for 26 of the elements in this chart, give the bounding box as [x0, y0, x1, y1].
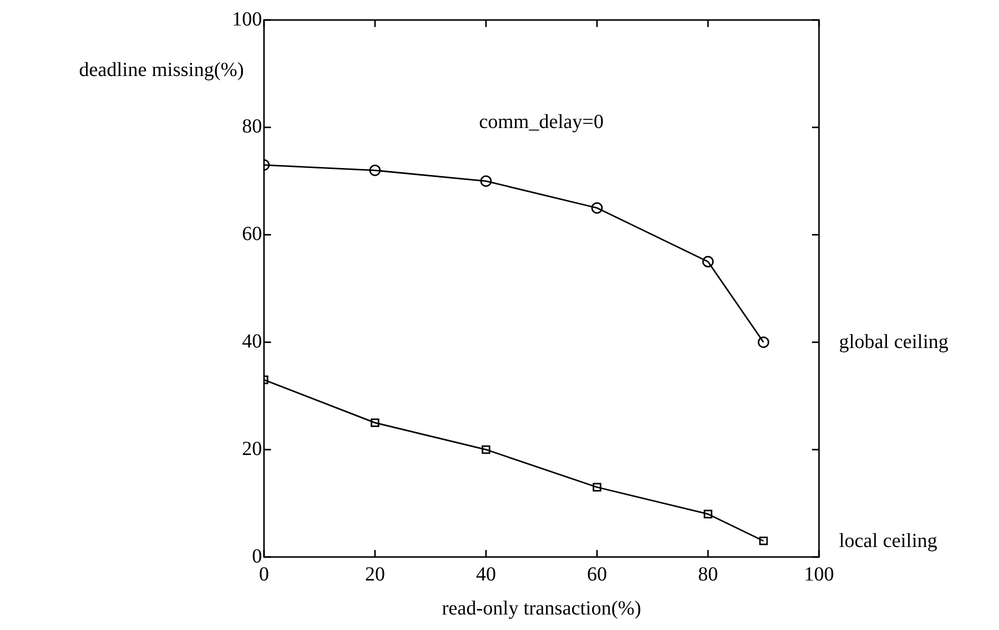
- y-tick-label: 0: [252, 545, 262, 568]
- y-tick-label: 80: [242, 116, 262, 138]
- point: [482, 445, 490, 454]
- y-tick-label: 60: [242, 223, 262, 246]
- point: [758, 336, 770, 348]
- point: [702, 256, 714, 268]
- y-tick-label: 20: [242, 438, 262, 460]
- text: local ceiling: [839, 530, 938, 552]
- point: [704, 510, 712, 518]
- x-tick-label: 40: [476, 563, 496, 586]
- x-axis-title: read-only transaction(%): [442, 597, 642, 620]
- x-tick-label: 80: [698, 563, 718, 586]
- point: [592, 482, 602, 492]
- point: [759, 536, 768, 546]
- x-tick-label: 60: [587, 563, 607, 586]
- y-tick-label: 40: [242, 330, 262, 352]
- point: [370, 418, 380, 428]
- y-axis-title: deadline missing(%): [79, 59, 244, 81]
- legend-label: global ceiling: [839, 331, 948, 354]
- x-tick-label: 20: [365, 563, 385, 586]
- point: [369, 164, 381, 176]
- y-tick-label: 100: [232, 8, 262, 30]
- annotation: comm_delay=0: [479, 111, 604, 134]
- point: [480, 175, 492, 187]
- point: [591, 202, 603, 214]
- x-tick-label: 100: [804, 563, 834, 586]
